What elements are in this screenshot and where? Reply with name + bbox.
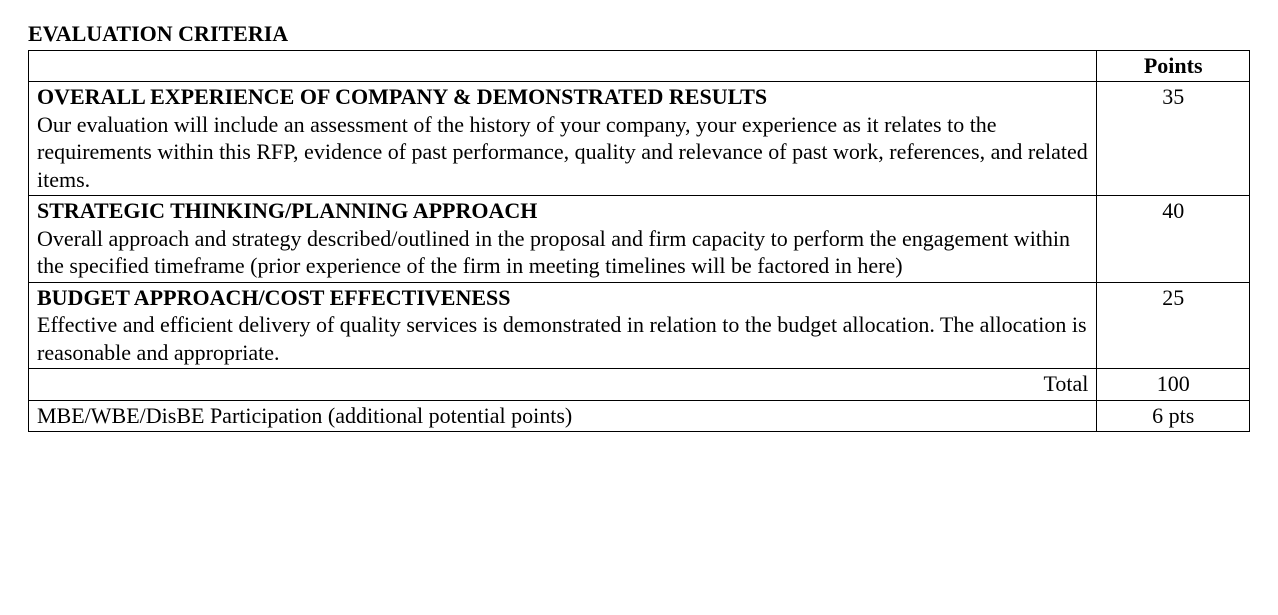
criterion-cell: STRATEGIC THINKING/PLANNING APPROACH Ove… [29, 196, 1097, 283]
points-cell: 25 [1097, 282, 1250, 369]
table-row: OVERALL EXPERIENCE OF COMPANY & DEMONSTR… [29, 82, 1250, 196]
criterion-heading: BUDGET APPROACH/COST EFFECTIVENESS [37, 285, 511, 310]
points-cell: 40 [1097, 196, 1250, 283]
header-points: Points [1097, 50, 1250, 82]
total-row: Total 100 [29, 369, 1250, 401]
extra-label: MBE/WBE/DisBE Participation (additional … [29, 400, 1097, 432]
criterion-cell: OVERALL EXPERIENCE OF COMPANY & DEMONSTR… [29, 82, 1097, 196]
section-title: EVALUATION CRITERIA [28, 20, 1250, 48]
evaluation-criteria-table: Points OVERALL EXPERIENCE OF COMPANY & D… [28, 50, 1250, 433]
table-row: STRATEGIC THINKING/PLANNING APPROACH Ove… [29, 196, 1250, 283]
criterion-body: Effective and efficient delivery of qual… [37, 312, 1087, 365]
table-row: BUDGET APPROACH/COST EFFECTIVENESS Effec… [29, 282, 1250, 369]
criterion-body: Overall approach and strategy described/… [37, 226, 1070, 279]
criterion-body: Our evaluation will include an assessmen… [37, 112, 1088, 192]
criterion-cell: BUDGET APPROACH/COST EFFECTIVENESS Effec… [29, 282, 1097, 369]
total-label: Total [29, 369, 1097, 401]
criterion-heading: OVERALL EXPERIENCE OF COMPANY & DEMONSTR… [37, 84, 767, 109]
total-points: 100 [1097, 369, 1250, 401]
extra-points: 6 pts [1097, 400, 1250, 432]
header-blank [29, 50, 1097, 82]
extra-row: MBE/WBE/DisBE Participation (additional … [29, 400, 1250, 432]
criterion-heading: STRATEGIC THINKING/PLANNING APPROACH [37, 198, 537, 223]
table-header-row: Points [29, 50, 1250, 82]
points-cell: 35 [1097, 82, 1250, 196]
